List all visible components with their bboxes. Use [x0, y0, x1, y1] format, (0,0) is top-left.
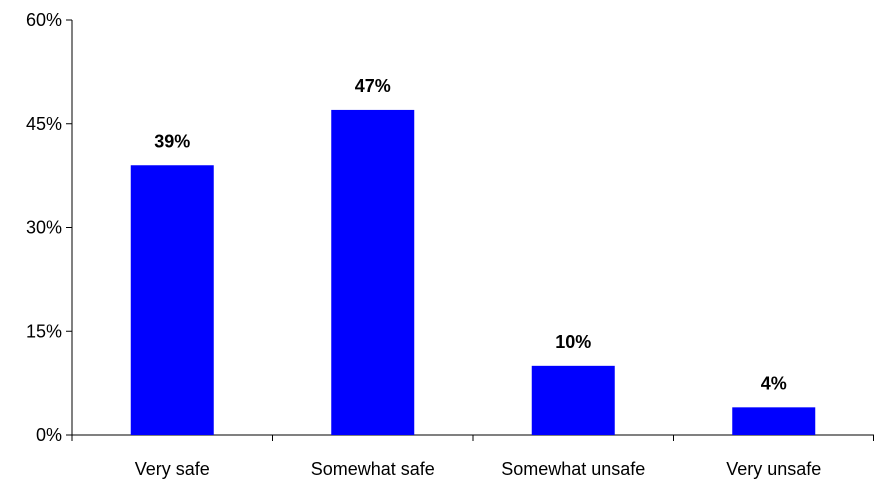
- bar: [531, 365, 615, 435]
- bar: [331, 109, 415, 436]
- category-labels: Very safe Somewhat safe Somewhat unsafe Ver…: [135, 459, 822, 479]
- bar-data-label: 4%: [761, 373, 787, 393]
- bar: [130, 165, 214, 435]
- y-axis: 0% 15% 30% 45% 60%: [26, 10, 73, 445]
- bars: [130, 109, 816, 436]
- y-tick-label: 60%: [26, 10, 62, 30]
- y-tick-label: 45%: [26, 114, 62, 134]
- bar-data-label: 10%: [555, 332, 591, 352]
- bar-data-label: 47%: [355, 76, 391, 96]
- y-tick-label: 15%: [26, 321, 62, 341]
- x-ticks: [71, 435, 874, 441]
- y-tick-label: 30%: [26, 218, 62, 238]
- data-labels: 39% 47% 10% 4%: [154, 76, 787, 393]
- bar-data-label: 39%: [154, 131, 190, 151]
- y-ticks: 0% 15% 30% 45% 60%: [26, 10, 72, 445]
- x-category-label: Very unsafe: [726, 459, 821, 479]
- x-category-label: Very safe: [135, 459, 210, 479]
- y-tick-label: 0%: [36, 425, 62, 445]
- bar: [732, 407, 816, 435]
- x-category-label: Somewhat safe: [311, 459, 435, 479]
- x-axis: [71, 434, 874, 441]
- x-category-label: Somewhat unsafe: [501, 459, 645, 479]
